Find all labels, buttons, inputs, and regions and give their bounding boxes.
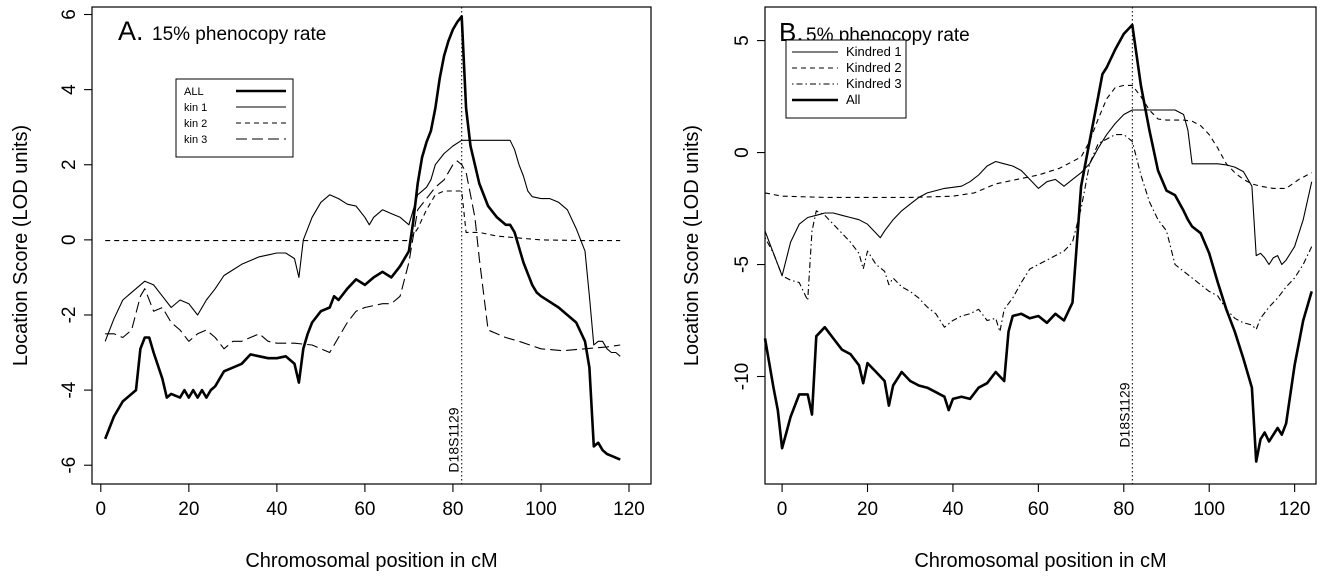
x-tick-label: 80: [1113, 499, 1134, 520]
x-tick-label: 60: [1028, 499, 1049, 520]
marker-label: D18S1129: [1116, 382, 1132, 447]
series-line-kin-3: [105, 160, 621, 354]
y-axis-title: Location Score (LOD units): [10, 125, 32, 366]
y-tick-label: -10: [732, 363, 753, 390]
legend-label: Kindred 2: [846, 60, 902, 75]
series-line-kindred-3: [764, 134, 1313, 333]
x-tick-label: 100: [525, 499, 557, 520]
y-tick-label: 4: [59, 84, 80, 95]
x-axis-title: Chromosomal position in cM: [245, 550, 497, 572]
x-tick-label: 0: [96, 499, 107, 520]
legend-label: kin 2: [184, 118, 207, 130]
y-tick-label: 0: [59, 235, 80, 246]
panel-subtitle: 15% phenocopy rate: [152, 24, 326, 45]
x-tick-label: 40: [266, 499, 287, 520]
legend: ALL kin 1 kin 2 kin 3: [175, 78, 294, 158]
y-axis-title: Location Score (LOD units): [681, 125, 703, 366]
y-tick-label: 5: [732, 35, 753, 46]
y-tick-label: 2: [59, 159, 80, 170]
chart-panel-b: 0 20 40 60 80 100 120 -10 -5 0 5 Chromosomal positi…: [681, 6, 1317, 572]
plot-frame: [764, 6, 1317, 485]
x-tick-label: 20: [178, 499, 199, 520]
x-tick-label: 80: [442, 499, 463, 520]
x-tick-label: 120: [613, 499, 645, 520]
series-line-kindred-1: [764, 109, 1313, 277]
legend-label: kin 3: [184, 134, 207, 146]
y-tick-label: -4: [59, 381, 80, 398]
plot-frame: [91, 6, 652, 485]
x-tick-label: 100: [1193, 499, 1225, 520]
y-tick-label: -2: [59, 307, 80, 324]
x-axis-title: Chromosomal position in cM: [914, 550, 1166, 572]
series-line-kin-1: [104, 139, 621, 357]
x-tick-label: 40: [942, 499, 963, 520]
marker-label: D18S1129: [446, 407, 462, 472]
legend-label: Kindred 1: [846, 44, 902, 59]
x-tick-label: 120: [1279, 499, 1311, 520]
legend-label: ALL: [184, 86, 204, 98]
legend-label: kin 1: [184, 102, 207, 114]
legend-label: Kindred 3: [846, 76, 902, 91]
x-tick-label: 60: [354, 499, 375, 520]
series-line-all: [103, 15, 621, 461]
chart-panel-a: 0 20 40 60 80 100 120 -6 -4 -2 0 2 4 6 Chromosomal pos…: [10, 6, 652, 572]
y-tick-label: -6: [59, 457, 80, 474]
y-tick-label: 6: [59, 9, 80, 20]
x-tick-label: 20: [857, 499, 878, 520]
y-tick-label: 0: [732, 147, 753, 158]
series-line-kin-2: [105, 190, 621, 242]
panel-title: A.: [118, 16, 144, 46]
x-tick-label: 0: [777, 499, 788, 520]
legend-box: [785, 39, 907, 119]
y-tick-label: -5: [732, 256, 753, 273]
legend-label: All: [846, 92, 861, 107]
series-line-kindred-2: [764, 84, 1312, 198]
series-line-all: [763, 23, 1313, 463]
